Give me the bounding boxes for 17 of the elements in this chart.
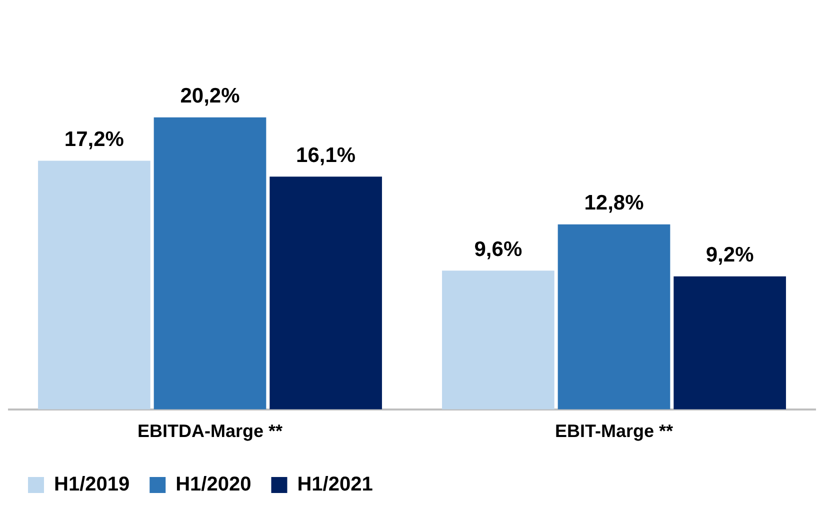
bar xyxy=(38,160,150,410)
data-label: 16,1% xyxy=(296,144,356,167)
data-label: 17,2% xyxy=(64,128,124,152)
bar xyxy=(674,276,786,410)
legend-label: H1/2021 xyxy=(297,474,373,496)
bar xyxy=(270,176,382,410)
legend-label: H1/2020 xyxy=(176,474,252,496)
x-tick-label: EBIT-Marge ** xyxy=(554,421,674,442)
bar xyxy=(154,117,266,410)
legend-label: H1/2019 xyxy=(54,474,130,496)
bar xyxy=(442,270,554,410)
data-label: 9,2% xyxy=(706,244,754,267)
data-label: 20,2% xyxy=(180,84,240,108)
data-label: 12,8% xyxy=(584,192,644,215)
data-label: 9,6% xyxy=(474,238,522,261)
bar xyxy=(558,224,670,410)
x-tick-label: EBITDA-Marge ** xyxy=(137,421,283,442)
